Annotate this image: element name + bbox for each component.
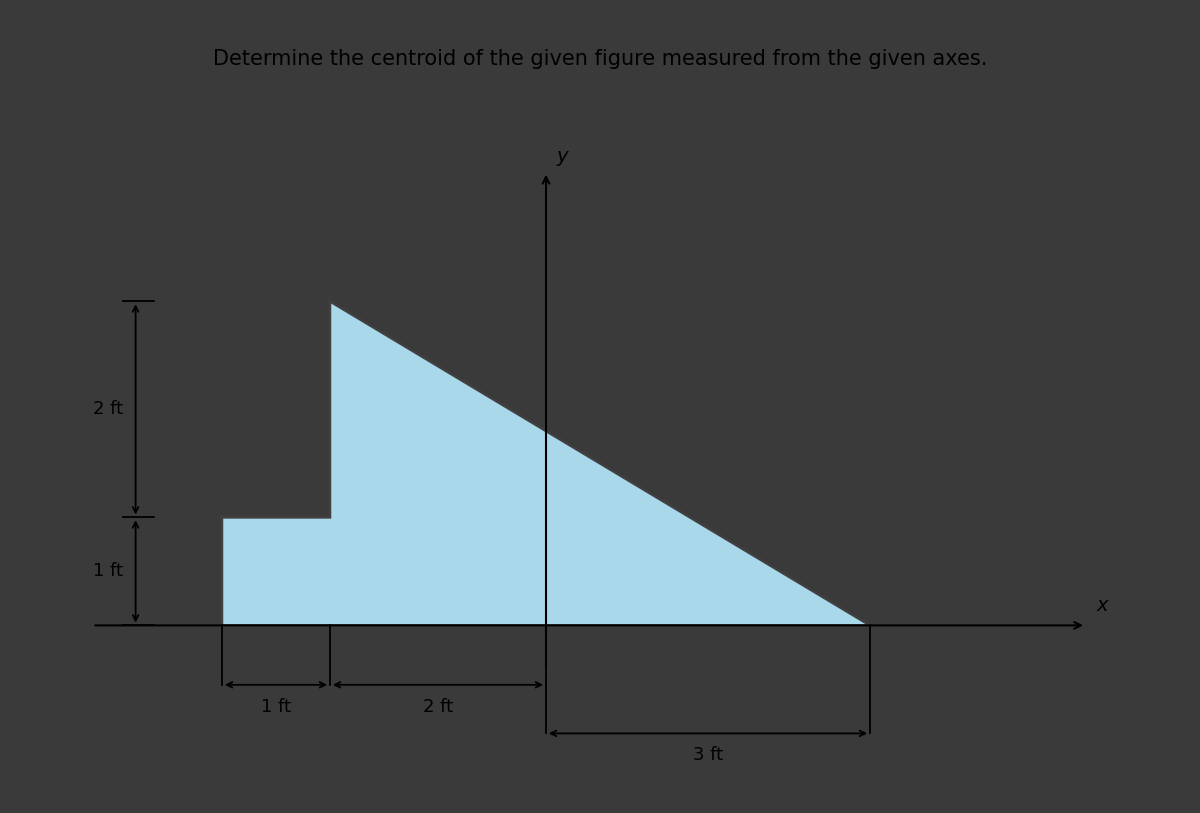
Text: 1 ft: 1 ft [92, 563, 122, 580]
Text: Determine the centroid of the given figure measured from the given axes.: Determine the centroid of the given figu… [212, 49, 988, 69]
Polygon shape [222, 302, 870, 625]
Text: 1 ft: 1 ft [262, 698, 292, 715]
Text: 2 ft: 2 ft [422, 698, 454, 715]
Text: 2 ft: 2 ft [92, 401, 122, 419]
Text: x: x [1097, 596, 1109, 615]
Text: 3 ft: 3 ft [692, 746, 724, 764]
Text: y: y [557, 147, 569, 167]
